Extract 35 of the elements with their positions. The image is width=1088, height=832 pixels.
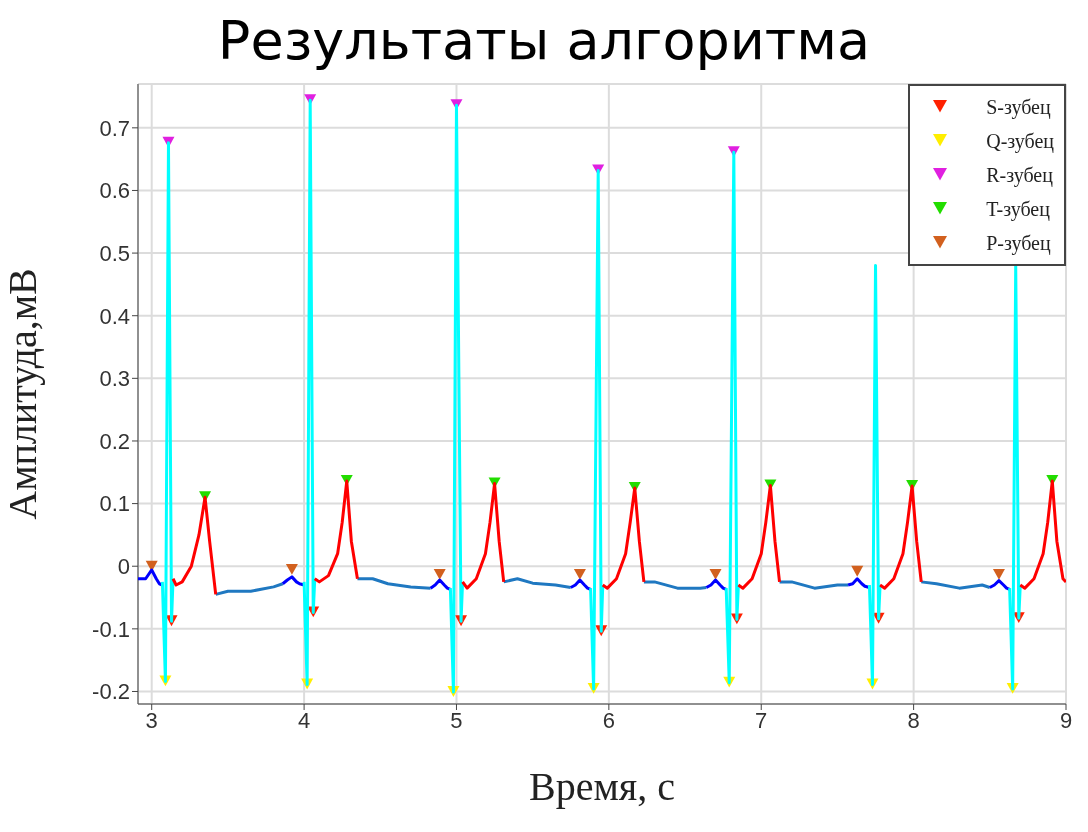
point: [709, 568, 722, 580]
y-tick-label: 0.7: [99, 115, 130, 141]
y-tick-label: 0.6: [99, 178, 130, 204]
x-tick-label: 9: [1059, 707, 1073, 733]
point: [573, 568, 586, 580]
legend-label: S-зубец: [986, 95, 1051, 119]
point: [992, 568, 1005, 580]
legend-label: Q-зубец: [986, 129, 1054, 153]
x-tick-label: 6: [602, 707, 615, 733]
legend-label: R-зубец: [986, 163, 1053, 187]
chart-title: Результаты алгоритма: [216, 8, 872, 74]
point: [433, 568, 446, 580]
y-tick-label: 0.3: [99, 366, 130, 392]
point: [285, 563, 298, 575]
line-series: [919, 580, 992, 590]
y-axis-title: Амплитуда,мВ: [0, 268, 46, 520]
point: [851, 565, 864, 577]
x-tick-label: 3: [145, 707, 158, 733]
x-tick-label: 7: [755, 707, 768, 733]
line-series: [214, 582, 285, 596]
y-tick-label: 0.4: [99, 303, 130, 329]
legend-label: T-зубец: [986, 197, 1050, 221]
x-axis-title: Время, с: [529, 764, 675, 809]
y-tick-label: -0.1: [92, 616, 130, 642]
x-tick-label: 4: [297, 707, 311, 733]
x-tick-label: 5: [450, 707, 463, 733]
y-tick-label: 0.1: [99, 491, 130, 517]
y-tick-label: -0.2: [92, 679, 130, 705]
y-tick-label: 0.5: [99, 240, 130, 266]
y-tick-label: 0: [117, 554, 130, 580]
y-tick-label: 0.2: [99, 428, 130, 454]
line-series: [502, 577, 573, 590]
x-tick-label: 8: [907, 707, 920, 733]
line-series: [355, 577, 433, 590]
legend-label: P-зубец: [986, 231, 1051, 255]
